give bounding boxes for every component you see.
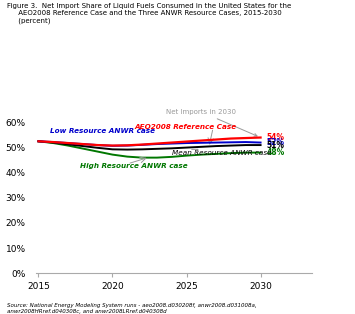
Text: High Resource ANWR case: High Resource ANWR case bbox=[80, 163, 187, 169]
Text: Source: National Energy Modeling System runs - aeo2008.d030208f, anwr2008.d03100: Source: National Energy Modeling System … bbox=[7, 303, 257, 314]
Text: Mean Resource ANWR case: Mean Resource ANWR case bbox=[172, 149, 271, 156]
Text: Net Imports in 2030: Net Imports in 2030 bbox=[166, 109, 257, 136]
Text: 54%: 54% bbox=[267, 133, 284, 142]
Text: 52%: 52% bbox=[267, 138, 284, 147]
Text: Low Resource ANWR case: Low Resource ANWR case bbox=[50, 128, 155, 134]
Text: Figure 3.  Net Import Share of Liquid Fuels Consumed in the United States for th: Figure 3. Net Import Share of Liquid Fue… bbox=[7, 3, 291, 24]
Text: AEO2008 Reference Case: AEO2008 Reference Case bbox=[135, 124, 237, 131]
Text: 51%: 51% bbox=[267, 141, 284, 149]
Text: 48%: 48% bbox=[267, 148, 285, 157]
